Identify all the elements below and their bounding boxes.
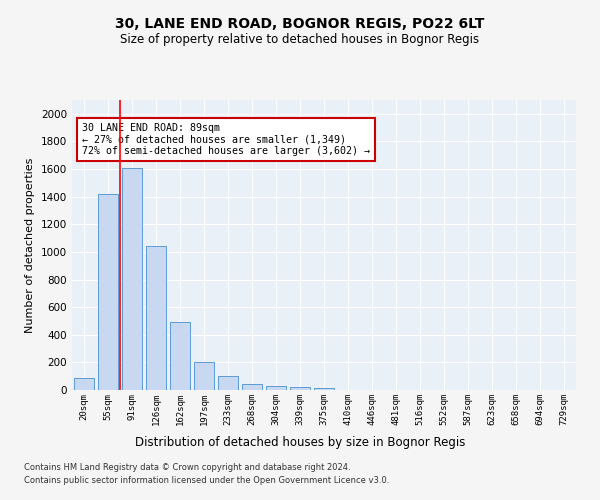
Bar (266, 386, 286, 390)
Bar (194, 362, 214, 390)
Bar (146, 246, 166, 390)
Text: 30 LANE END ROAD: 89sqm
← 27% of detached houses are smaller (1,349)
72% of semi: 30 LANE END ROAD: 89sqm ← 27% of detache… (82, 123, 370, 156)
Text: Contains HM Land Registry data © Crown copyright and database right 2024.: Contains HM Land Registry data © Crown c… (24, 464, 350, 472)
Text: Contains public sector information licensed under the Open Government Licence v3: Contains public sector information licen… (24, 476, 389, 485)
Bar (74, 378, 94, 390)
Text: 30, LANE END ROAD, BOGNOR REGIS, PO22 6LT: 30, LANE END ROAD, BOGNOR REGIS, PO22 6L… (115, 18, 485, 32)
Y-axis label: Number of detached properties: Number of detached properties (25, 158, 35, 332)
Bar (170, 322, 190, 390)
Bar (290, 387, 310, 390)
Text: Distribution of detached houses by size in Bognor Regis: Distribution of detached houses by size … (135, 436, 465, 449)
Bar (314, 388, 334, 390)
Bar (218, 376, 238, 390)
Bar (242, 384, 262, 390)
Bar (98, 194, 118, 390)
Bar (122, 168, 142, 390)
Text: Size of property relative to detached houses in Bognor Regis: Size of property relative to detached ho… (121, 32, 479, 46)
